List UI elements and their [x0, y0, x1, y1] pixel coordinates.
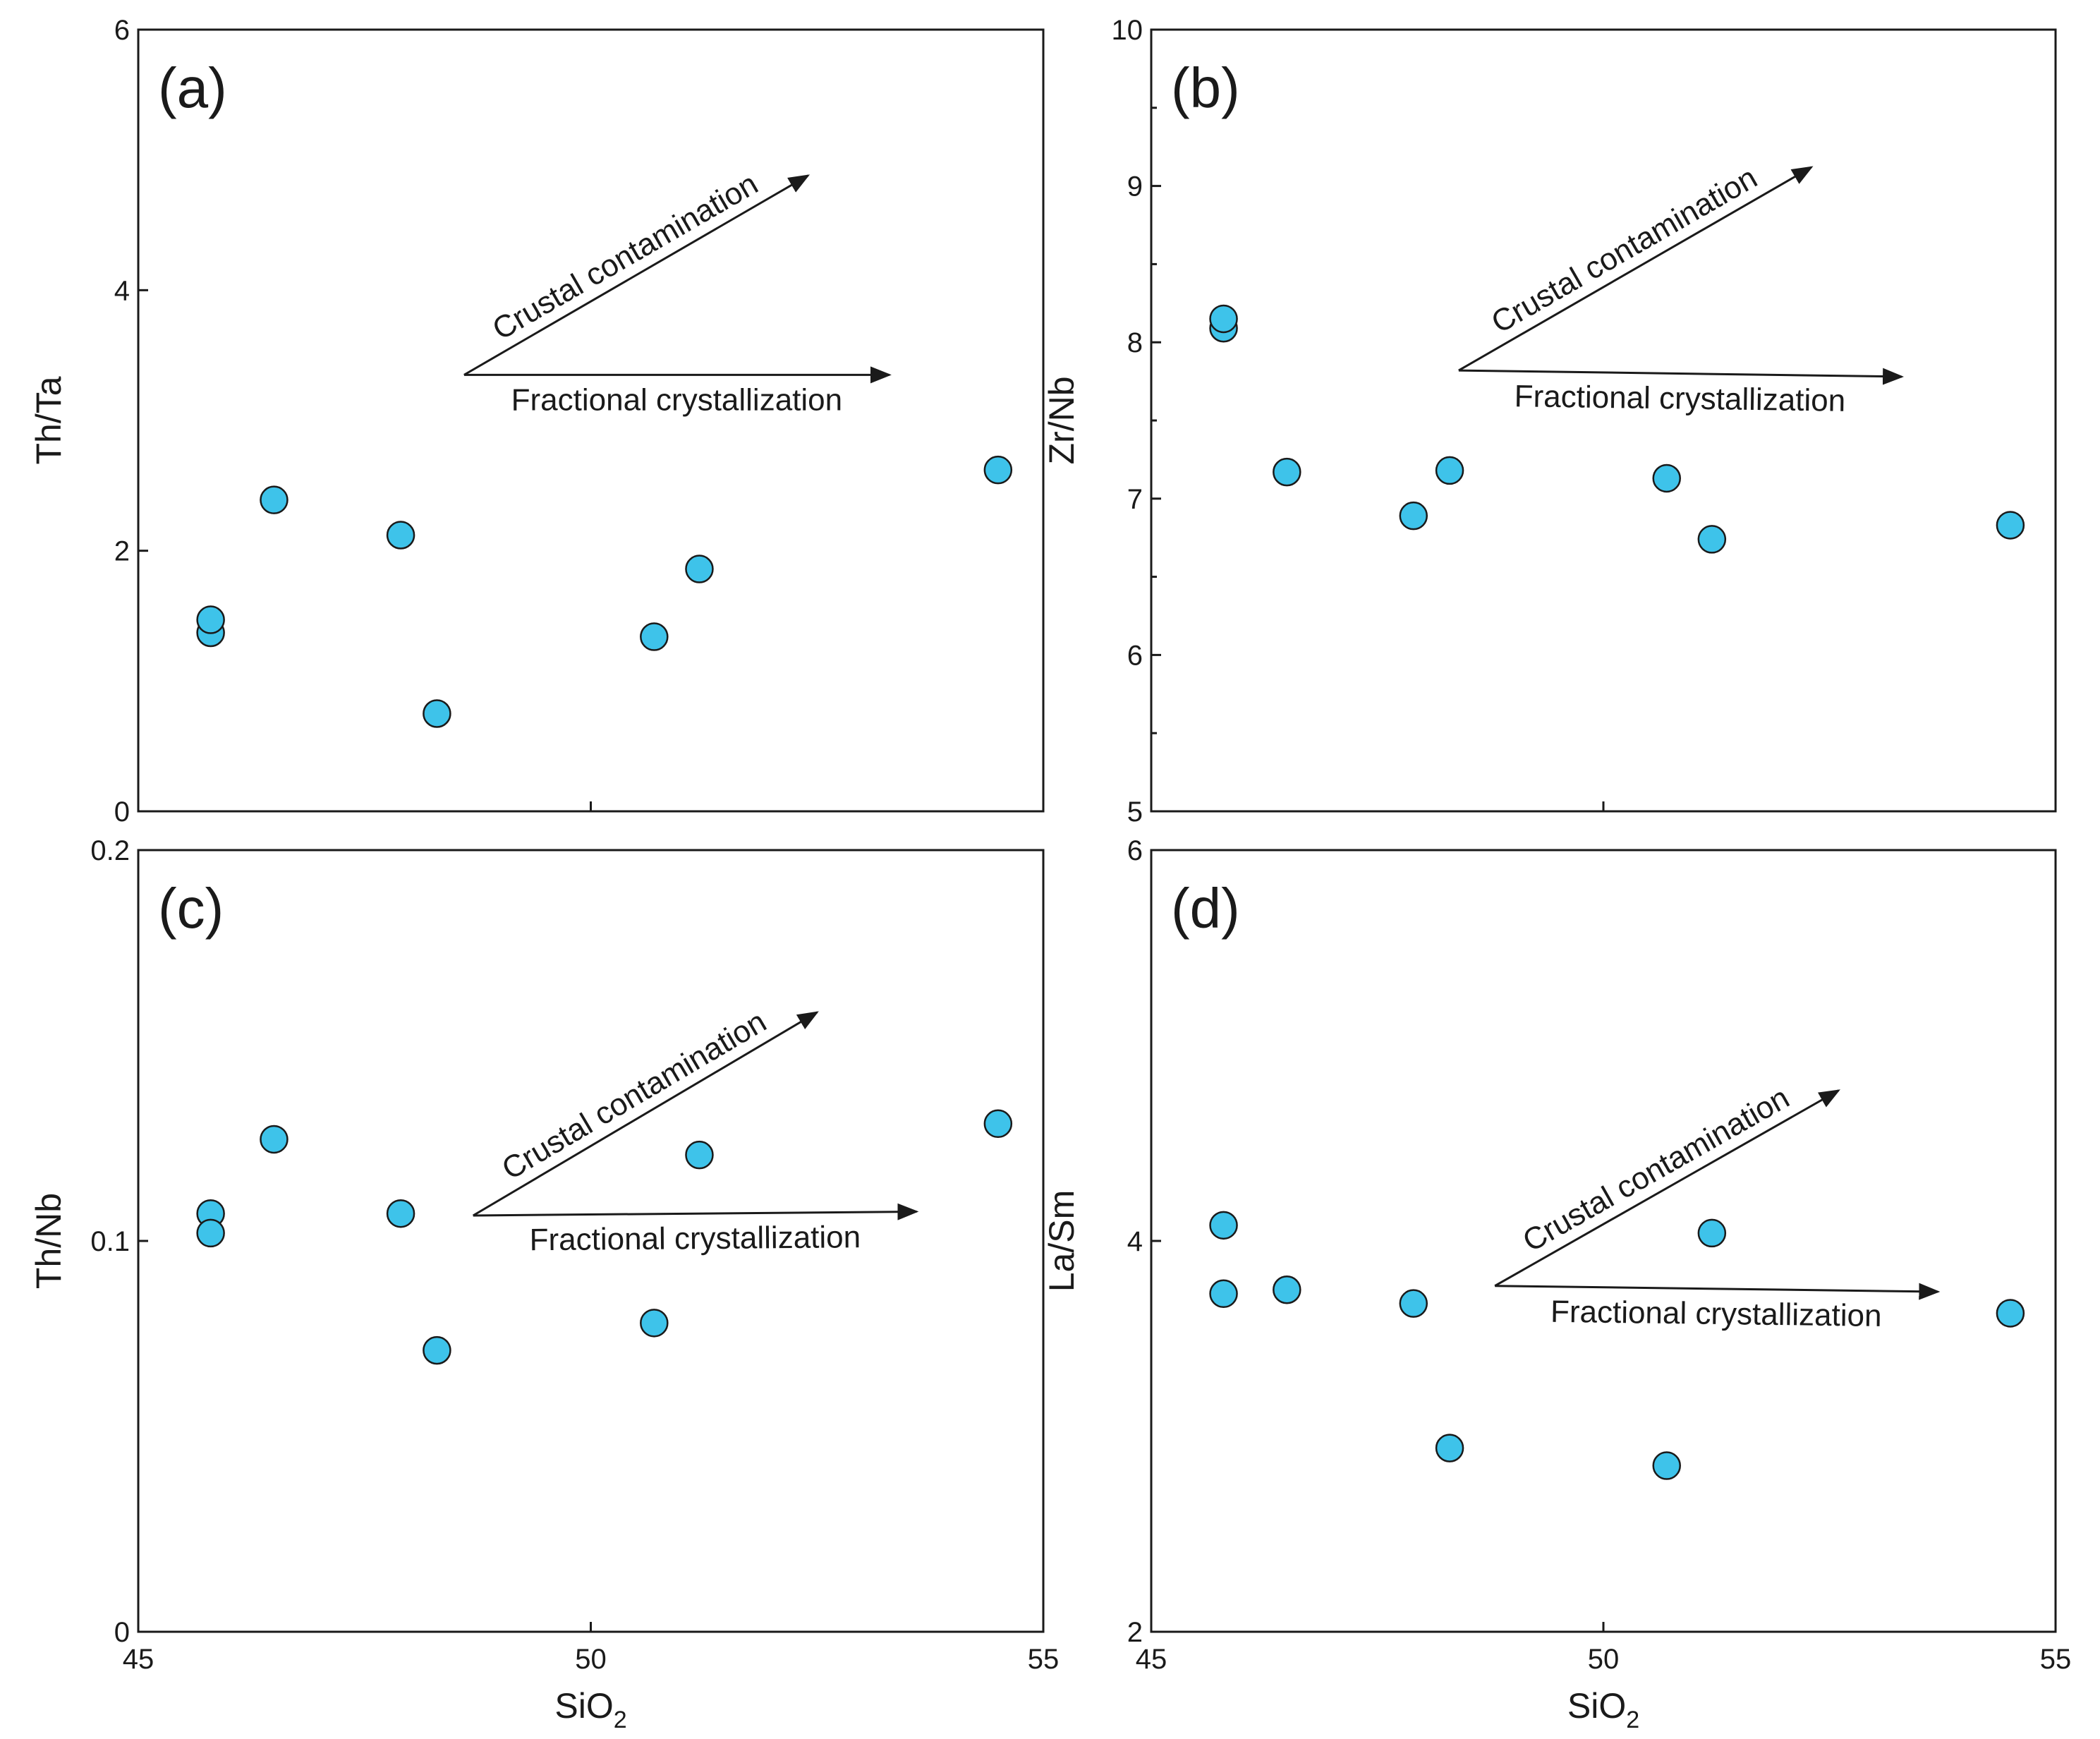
y-axis-label: Zr/Nb — [1042, 377, 1081, 465]
y-tick-label: 8 — [1127, 327, 1143, 358]
annotation-arrow — [1494, 1089, 1840, 1287]
data-point — [1209, 1211, 1238, 1240]
x-axis-label: SiO2 — [554, 1686, 626, 1733]
panel-label: (d) — [1171, 877, 1240, 940]
y-tick-label: 7 — [1127, 484, 1143, 515]
data-point — [1399, 1289, 1428, 1318]
data-point — [983, 1109, 1013, 1139]
panel-c: 0 0.1 0.2 45 50 55 SiO2 Th/Nb (c) Crustal contami… — [29, 835, 1059, 1733]
x-axis-label-subscript: 2 — [1626, 1707, 1639, 1733]
data-point — [1273, 457, 1301, 487]
data-point — [1209, 1279, 1238, 1309]
y-tick-label: 6 — [1127, 640, 1143, 671]
y-tick-label: 0 — [114, 796, 130, 828]
data-point — [1435, 1434, 1464, 1462]
plot-frame — [137, 28, 1045, 813]
annotation-label: Crustal contamination — [1486, 160, 1763, 340]
data-point — [640, 1309, 669, 1338]
data-point — [196, 605, 225, 634]
annotation-label: Crustal contamination — [487, 166, 764, 347]
data-point — [260, 485, 289, 514]
x-tick-label: 45 — [123, 1644, 154, 1675]
y-tick-label: 4 — [114, 275, 130, 306]
data-point — [1399, 501, 1428, 531]
annotation-arrow — [1495, 1283, 1941, 1300]
y-tick-label: 4 — [1127, 1226, 1143, 1257]
plot-frame — [1150, 849, 2057, 1633]
x-tick-label: 55 — [2040, 1644, 2072, 1675]
annotation-label: Fractional crystallization — [1550, 1295, 1882, 1333]
data-point — [685, 1140, 714, 1170]
y-axis-label: La/Sm — [1042, 1190, 1081, 1292]
y-tick-label: 2 — [114, 536, 130, 567]
data-point — [1996, 511, 2025, 540]
x-tick-label: 50 — [575, 1644, 607, 1675]
annotation-label: Fractional crystallization — [529, 1220, 861, 1257]
data-point — [423, 1335, 451, 1365]
y-tick-label: 10 — [1112, 15, 1143, 46]
data-point — [196, 1218, 225, 1248]
annotation-label: Fractional crystallization — [1514, 379, 1845, 418]
data-point — [1697, 1218, 1727, 1248]
panels-container: 0 2 4 6 Th/Ta (a) Crustal contamination Fractio… — [29, 15, 2071, 1733]
panel-label: (c) — [158, 877, 224, 940]
y-tick-label: 6 — [114, 15, 130, 46]
annotation-label: Crustal contamination — [496, 1004, 772, 1187]
panel-a: 0 2 4 6 Th/Ta (a) Crustal contamination Fractio… — [29, 15, 1045, 828]
y-tick-label: 2 — [1127, 1617, 1143, 1648]
data-point — [1652, 463, 1681, 493]
annotation-label: Crustal contamination — [1517, 1080, 1795, 1259]
panel-label: (b) — [1171, 56, 1240, 119]
plot-frame — [1150, 28, 2057, 813]
y-tick-label: 0.2 — [90, 835, 130, 866]
x-axis-label-base: SiO — [1567, 1686, 1626, 1726]
x-axis-label: SiO2 — [1567, 1686, 1639, 1733]
data-point — [423, 699, 451, 728]
y-axis-label: Th/Ta — [29, 376, 68, 464]
annotation-arrow — [473, 1203, 919, 1220]
data-point — [1273, 1276, 1301, 1304]
y-tick-label: 9 — [1127, 171, 1143, 202]
x-tick-label: 50 — [1588, 1644, 1620, 1675]
y-tick-label: 5 — [1127, 796, 1143, 828]
annotation-arrow — [1458, 166, 1814, 372]
data-point — [1435, 456, 1464, 485]
x-tick-label: 45 — [1136, 1644, 1167, 1675]
annotation-arrow — [472, 1011, 819, 1217]
data-point — [1697, 525, 1727, 554]
data-point — [260, 1125, 289, 1154]
x-tick-label: 55 — [1028, 1644, 1060, 1675]
y-axis-label: Th/Nb — [29, 1193, 68, 1289]
annotation-arrow — [1458, 368, 1905, 385]
y-tick-label: 0 — [114, 1617, 130, 1648]
data-point — [983, 455, 1013, 485]
data-point — [386, 1199, 415, 1228]
data-point — [640, 622, 669, 651]
data-point — [386, 521, 415, 550]
x-axis-label-base: SiO — [554, 1686, 613, 1726]
panel-label: (a) — [158, 56, 227, 119]
data-point — [1996, 1299, 2025, 1328]
data-point — [1652, 1451, 1681, 1480]
data-point — [685, 555, 714, 583]
annotation-arrow — [463, 174, 811, 376]
x-axis-label-subscript: 2 — [614, 1707, 627, 1733]
data-point — [1209, 304, 1238, 334]
y-tick-label: 0.1 — [90, 1226, 130, 1257]
annotation-label: Fractional crystallization — [511, 382, 843, 417]
y-tick-label: 6 — [1127, 835, 1143, 866]
panel-b: 5 6 7 8 9 10 Zr/Nb (b) Crustal contamination Frac… — [1042, 15, 2057, 828]
